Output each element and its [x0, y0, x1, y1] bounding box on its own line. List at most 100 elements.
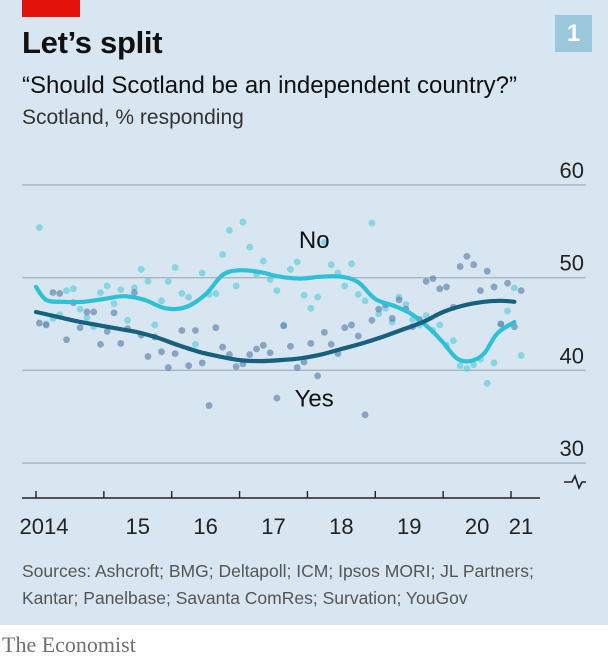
yes-poll-dot — [361, 411, 369, 419]
yes-poll-dot — [171, 350, 179, 358]
no-poll-dot — [490, 359, 498, 367]
yes-poll-dot — [253, 345, 260, 353]
no-poll-dot — [164, 277, 172, 285]
yes-poll-dot — [490, 283, 498, 291]
no-poll-dot — [63, 287, 70, 295]
no-poll-dot — [314, 293, 322, 301]
yes-poll-dot — [178, 327, 186, 334]
no-poll-dot — [192, 340, 199, 348]
sources-line-1: Sources: Ashcroft; BMG; Deltapoll; ICM; … — [22, 561, 534, 581]
yes-poll-dot — [130, 289, 138, 296]
yes-poll-dot — [375, 305, 383, 313]
x-axis: 2014 15 16 17 18 19 20 21 — [20, 491, 540, 539]
no-poll-dot — [144, 277, 152, 285]
yes-poll-dot — [110, 309, 118, 317]
yes-poll-dot — [90, 308, 98, 316]
no-poll-dot — [124, 316, 132, 324]
yes-poll-dot — [388, 315, 396, 322]
yes-poll-dot — [327, 340, 335, 348]
no-poll-dot — [266, 276, 274, 283]
yes-poll-dot — [97, 340, 104, 348]
y-tick-label-30: 30 — [560, 436, 584, 461]
series-label-no: No — [299, 227, 330, 254]
sources-note: Sources: Ashcroft; BMG; Deltapoll; ICM; … — [22, 558, 592, 612]
no-poll-dot — [117, 286, 125, 294]
no-poll-dot — [198, 269, 206, 277]
yes-poll-dot — [117, 340, 125, 347]
x-tick-label-2014: 2014 — [20, 514, 69, 539]
no-poll-dot — [293, 258, 301, 266]
publisher-brand: The Economist — [2, 632, 136, 657]
chart-unit-label: Scotland, % responding — [22, 106, 244, 129]
no-poll-dot — [219, 251, 227, 258]
yes-poll-dot — [42, 321, 50, 329]
yes-poll-dot — [422, 277, 430, 285]
no-poll-dot — [354, 290, 362, 298]
yes-poll-dot — [259, 341, 267, 349]
no-poll-dot — [273, 287, 281, 295]
no-poll-dot — [368, 219, 376, 227]
no-poll-dot — [212, 290, 220, 297]
chart-title: Let’s split — [22, 25, 163, 60]
no-poll-dot — [259, 257, 267, 265]
no-poll-dot — [178, 290, 186, 297]
yes-poll-dot — [293, 364, 301, 371]
no-poll-dot — [103, 282, 111, 290]
no-poll-dot — [463, 365, 471, 372]
yes-poll-dot — [320, 328, 328, 336]
no-poll-dot — [137, 265, 145, 273]
x-tick-label-17: 17 — [261, 514, 285, 539]
no-poll-dot — [470, 361, 478, 369]
yes-poll-dot — [83, 308, 91, 316]
yes-poll-dot — [436, 285, 444, 293]
poll-dots-layer — [35, 218, 525, 419]
no-poll-dot — [510, 284, 518, 292]
series-label-yes: Yes — [295, 385, 334, 412]
no-poll-dot — [287, 265, 294, 273]
yes-poll-dot — [517, 287, 525, 295]
no-poll-dot — [171, 264, 179, 271]
no-poll-dot — [517, 352, 525, 359]
yes-poll-dot — [504, 279, 512, 287]
yes-poll-dot — [348, 321, 355, 329]
x-tick-label-16: 16 — [193, 514, 217, 539]
yes-poll-dot — [144, 353, 152, 360]
no-poll-dot — [320, 239, 328, 246]
yes-poll-dot — [246, 351, 254, 358]
no-poll-dot — [239, 218, 247, 226]
yes-poll-dot — [429, 275, 437, 282]
brand-red-tag — [22, 0, 80, 17]
sources-line-2: Kantar; Panelbase; Savanta ComRes; Surva… — [22, 588, 468, 608]
no-poll-dot — [185, 293, 193, 301]
y-tick-label-50: 50 — [560, 251, 584, 276]
yes-poll-dot — [198, 359, 206, 367]
axis-break-icon — [564, 473, 586, 491]
x-tick-label-20: 20 — [465, 514, 489, 539]
x-tick-label-21: 21 — [509, 514, 533, 539]
y-tick-label-40: 40 — [560, 343, 584, 368]
no-poll-dot — [361, 297, 369, 305]
no-poll-dot — [76, 305, 84, 313]
yes-poll-dot — [470, 261, 478, 269]
no-poll-dot — [246, 243, 254, 251]
no-poll-dot — [35, 224, 43, 232]
yes-poll-dot — [483, 267, 491, 275]
no-poll-dot — [97, 289, 104, 296]
x-tick-label-15: 15 — [126, 514, 150, 539]
no-poll-dot — [504, 307, 512, 315]
yes-poll-dot — [35, 319, 43, 327]
x-tick-label-19: 19 — [397, 514, 421, 539]
no-poll-dot — [69, 285, 77, 293]
yes-poll-dot — [158, 348, 165, 356]
no-trend-line — [33, 268, 517, 364]
yes-poll-dot — [164, 364, 172, 371]
no-poll-dot — [158, 297, 165, 305]
chart-number-badge: 1 — [555, 15, 592, 52]
yes-poll-dot — [314, 372, 322, 380]
no-poll-dot — [232, 282, 240, 290]
labels-layer: 30 40 50 60 No Yes — [295, 158, 584, 461]
yes-poll-dot — [205, 402, 213, 409]
no-poll-dot — [151, 321, 159, 329]
yes-poll-dot — [49, 289, 57, 296]
x-tick-label-18: 18 — [329, 514, 353, 539]
